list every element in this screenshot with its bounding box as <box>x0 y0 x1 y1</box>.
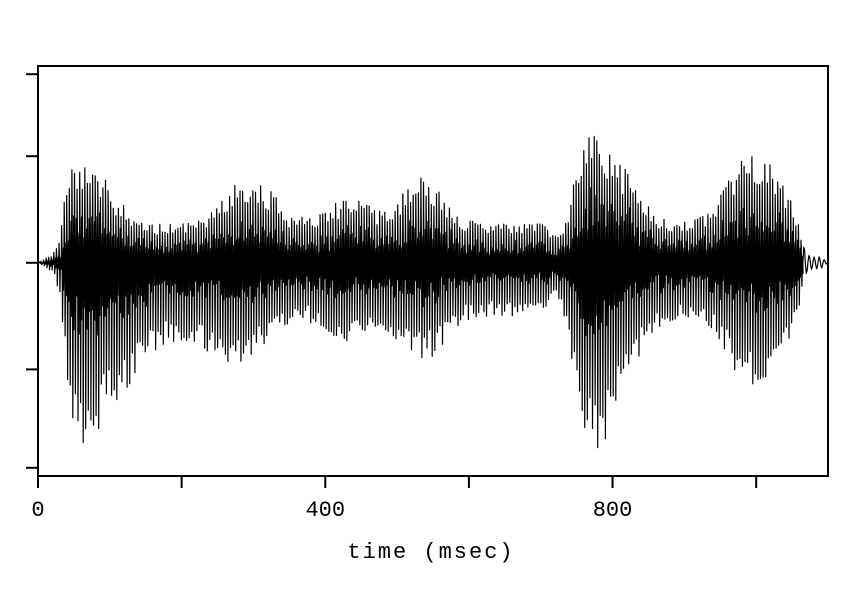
waveform-svg <box>0 0 862 592</box>
xtick-label: 0 <box>31 498 44 523</box>
x-axis-label: time (msec) <box>0 540 862 565</box>
xtick-label: 800 <box>593 498 633 523</box>
xtick-label: 400 <box>305 498 345 523</box>
waveform-chart: 0 400 800 time (msec) <box>0 0 862 592</box>
